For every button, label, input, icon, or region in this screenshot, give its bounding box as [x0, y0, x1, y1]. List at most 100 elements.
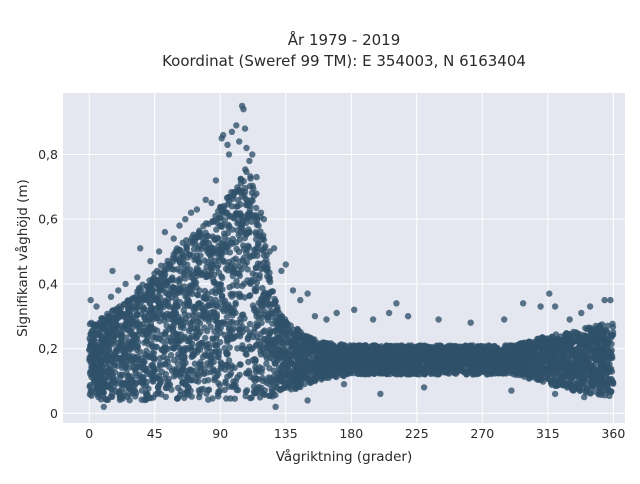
- data-point: [212, 213, 218, 219]
- data-point: [136, 372, 142, 378]
- data-point: [365, 364, 371, 370]
- data-point: [274, 326, 280, 332]
- data-point: [393, 368, 399, 374]
- data-point: [226, 284, 232, 290]
- data-point: [527, 361, 533, 367]
- data-point: [237, 361, 243, 367]
- data-point: [603, 387, 609, 393]
- data-point: [222, 380, 228, 386]
- data-point: [135, 339, 141, 345]
- data-point: [583, 341, 589, 347]
- data-point: [226, 223, 232, 229]
- data-point: [168, 352, 174, 358]
- data-point: [188, 367, 194, 373]
- data-point: [120, 393, 126, 399]
- data-point: [197, 312, 203, 318]
- data-point: [232, 396, 238, 402]
- data-point: [108, 367, 114, 373]
- data-point: [164, 382, 170, 388]
- data-point: [262, 336, 268, 342]
- data-point: [126, 397, 132, 403]
- data-point: [229, 384, 235, 390]
- data-point: [157, 318, 163, 324]
- data-point: [205, 246, 211, 252]
- data-point: [99, 338, 105, 344]
- data-point: [272, 298, 278, 304]
- data-point: [193, 304, 199, 310]
- data-point: [262, 290, 268, 296]
- data-point: [87, 391, 93, 397]
- data-point: [309, 353, 315, 359]
- data-point: [250, 345, 256, 351]
- data-point: [260, 296, 266, 302]
- data-point: [171, 344, 177, 350]
- data-point: [96, 320, 102, 326]
- data-point: [219, 293, 225, 299]
- data-point: [170, 333, 176, 339]
- data-point: [202, 335, 208, 341]
- data-point: [198, 361, 204, 367]
- data-point: [122, 364, 128, 370]
- data-point: [225, 351, 231, 357]
- data-point: [582, 325, 588, 331]
- data-point: [241, 192, 247, 198]
- data-point: [253, 264, 259, 270]
- data-point: [239, 345, 245, 351]
- data-point: [175, 360, 181, 366]
- data-point: [136, 285, 142, 291]
- data-point: [578, 350, 584, 356]
- data-point: [193, 273, 199, 279]
- data-point: [140, 381, 146, 387]
- data-point: [135, 357, 141, 363]
- data-point: [240, 257, 246, 263]
- data-point: [540, 346, 546, 352]
- data-point: [196, 260, 202, 266]
- data-point: [582, 358, 588, 364]
- data-point: [283, 373, 289, 379]
- data-point: [256, 315, 262, 321]
- data-point: [231, 189, 237, 195]
- data-point: [243, 169, 249, 175]
- data-point: [573, 337, 579, 343]
- data-point: [457, 354, 463, 360]
- data-point: [237, 333, 243, 339]
- data-point: [241, 281, 247, 287]
- data-point: [250, 270, 256, 276]
- data-point: [449, 359, 455, 365]
- data-point: [150, 364, 156, 370]
- data-point: [588, 390, 594, 396]
- data-point: [114, 315, 120, 321]
- data-point: [270, 288, 276, 294]
- data-point: [501, 349, 507, 355]
- data-point: [210, 366, 216, 372]
- data-point: [234, 227, 240, 233]
- data-point: [203, 341, 209, 347]
- data-point: [542, 368, 548, 374]
- data-point: [118, 305, 124, 311]
- data-point: [223, 395, 229, 401]
- data-point: [187, 388, 193, 394]
- data-point: [217, 223, 223, 229]
- data-point: [188, 377, 194, 383]
- data-point: [171, 366, 177, 372]
- data-point: [117, 332, 123, 338]
- data-point: [251, 305, 257, 311]
- data-point: [251, 277, 257, 283]
- data-point: [145, 386, 151, 392]
- data-point: [150, 355, 156, 361]
- data-point: [236, 326, 242, 332]
- data-point: [220, 308, 226, 314]
- data-point: [201, 293, 207, 299]
- data-point: [192, 361, 198, 367]
- data-point: [102, 396, 108, 402]
- data-point: [291, 374, 297, 380]
- data-point: [570, 378, 576, 384]
- data-point: [234, 270, 240, 276]
- data-point: [187, 252, 193, 258]
- data-point: [153, 277, 159, 283]
- data-point: [117, 355, 123, 361]
- data-point: [194, 334, 200, 340]
- data-point: [223, 210, 229, 216]
